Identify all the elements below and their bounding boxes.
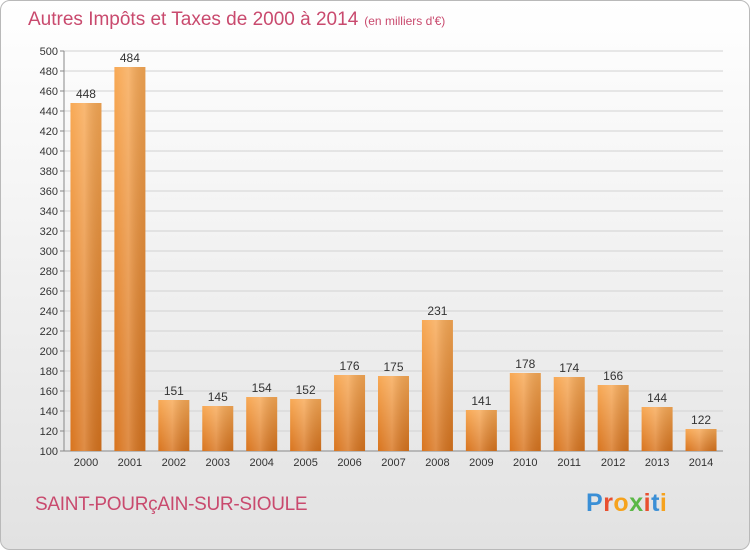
value-label-2007: 175 <box>383 360 403 374</box>
x-tick-label-2012: 2012 <box>601 457 625 469</box>
bar-shine-2006 <box>334 375 366 451</box>
bars <box>70 67 717 451</box>
bar-shine-2007 <box>378 376 409 451</box>
y-tick-labels: 100 120 140 160 180 200 220 240 260 280 300 320 340 3… <box>40 46 58 458</box>
y-tick-label: 320 <box>40 226 58 238</box>
x-tick-label-2006: 2006 <box>337 457 361 469</box>
x-tick-labels: 2000 2001 2002 2003 2004 2005 2006 2007 2008 2009… <box>74 457 714 469</box>
logo-letter: i <box>659 489 668 517</box>
chart-title: Autres Impôts et Taxes de 2000 à 2014 (en… <box>28 9 445 31</box>
y-tick-label: 280 <box>40 266 58 278</box>
logo-letter: x <box>629 489 644 517</box>
bar-shine-2013 <box>641 407 673 451</box>
y-tick-label: 480 <box>40 66 58 78</box>
bar-shine-2011 <box>553 377 585 451</box>
x-tick-label-2009: 2009 <box>469 457 493 469</box>
x-tick-label-2008: 2008 <box>425 457 449 469</box>
value-label-2014: 122 <box>691 413 711 427</box>
y-tick-label: 300 <box>40 246 58 258</box>
bar-shine-2008 <box>421 320 453 451</box>
bar-shine-2004 <box>246 397 278 451</box>
x-tick-label-2014: 2014 <box>689 457 713 469</box>
y-tick-label: 100 <box>40 446 58 458</box>
y-tick-label: 460 <box>40 86 58 98</box>
y-tick-label: 240 <box>40 306 58 318</box>
bar-shine-2009 <box>465 410 497 451</box>
value-label-2010: 178 <box>515 357 535 371</box>
bar-shine-2001 <box>114 67 146 451</box>
bar-shine-2005 <box>290 399 322 451</box>
value-label-2012: 166 <box>603 369 623 383</box>
x-tick-label-2005: 2005 <box>293 457 317 469</box>
y-tick-label: 160 <box>40 386 58 398</box>
value-label-2006: 176 <box>340 359 360 373</box>
y-tick-label: 180 <box>40 366 58 378</box>
value-label-2013: 144 <box>647 391 667 405</box>
proxiti-logo[interactable]: Proxiti <box>586 489 667 518</box>
value-label-2009: 141 <box>471 394 491 408</box>
y-tick-label: 200 <box>40 346 58 358</box>
y-tick-label: 420 <box>40 126 58 138</box>
chart-unit: (en milliers d'€) <box>364 14 446 28</box>
y-tick-label: 140 <box>40 406 58 418</box>
x-tick-label-2001: 2001 <box>118 457 142 469</box>
y-tick-label: 120 <box>40 426 58 438</box>
value-label-2011: 174 <box>559 361 579 375</box>
x-tick-label-2011: 2011 <box>557 457 581 469</box>
x-tick-label-2002: 2002 <box>162 457 186 469</box>
value-label-2002: 151 <box>164 384 184 398</box>
y-tick-label: 500 <box>40 46 58 58</box>
x-tick-label-2003: 2003 <box>206 457 230 469</box>
bar-shine-2010 <box>509 373 541 451</box>
x-tick-label-2013: 2013 <box>645 457 669 469</box>
value-label-2001: 484 <box>120 51 140 65</box>
x-tick-label-2007: 2007 <box>381 457 405 469</box>
value-label-2008: 231 <box>427 304 447 318</box>
logo-letter: i <box>643 489 652 517</box>
x-tick-label-2010: 2010 <box>513 457 537 469</box>
y-tick-label: 220 <box>40 326 58 338</box>
logo-letter: t <box>651 489 660 517</box>
value-label-2005: 152 <box>296 383 316 397</box>
logo-letter: P <box>586 489 604 517</box>
bar-shine-2003 <box>202 406 234 451</box>
chart-title-text: Autres Impôts et Taxes de 2000 à 2014 <box>28 9 359 30</box>
bar-shine-2014 <box>685 429 717 451</box>
logo-letter: o <box>613 489 630 517</box>
value-labels: 448 484 151 145 154 152 176 175 231 141 178 174 166 1… <box>76 51 711 427</box>
logo-letter: r <box>603 489 614 517</box>
x-tick-label-2000: 2000 <box>74 457 98 469</box>
value-label-2004: 154 <box>252 381 272 395</box>
value-label-2000: 448 <box>76 87 96 101</box>
y-tick-label: 340 <box>40 206 58 218</box>
bar-shine-2002 <box>158 400 190 451</box>
bar-shine-2012 <box>597 385 629 451</box>
commune-name: SAINT-POURçAIN-SUR-SIOULE <box>35 494 308 515</box>
y-tick-label: 400 <box>40 146 58 158</box>
bar-shine-2000 <box>70 103 102 451</box>
y-tick-label: 360 <box>40 186 58 198</box>
y-tick-label: 440 <box>40 106 58 118</box>
y-tick-label: 260 <box>40 286 58 298</box>
value-label-2003: 145 <box>208 390 228 404</box>
x-tick-label-2004: 2004 <box>249 457 273 469</box>
y-tick-label: 380 <box>40 166 58 178</box>
